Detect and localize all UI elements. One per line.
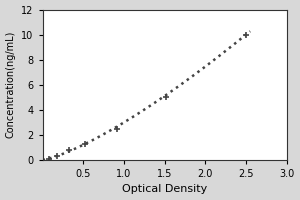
Y-axis label: Concentration(ng/mL): Concentration(ng/mL) xyxy=(6,31,16,138)
X-axis label: Optical Density: Optical Density xyxy=(122,184,207,194)
